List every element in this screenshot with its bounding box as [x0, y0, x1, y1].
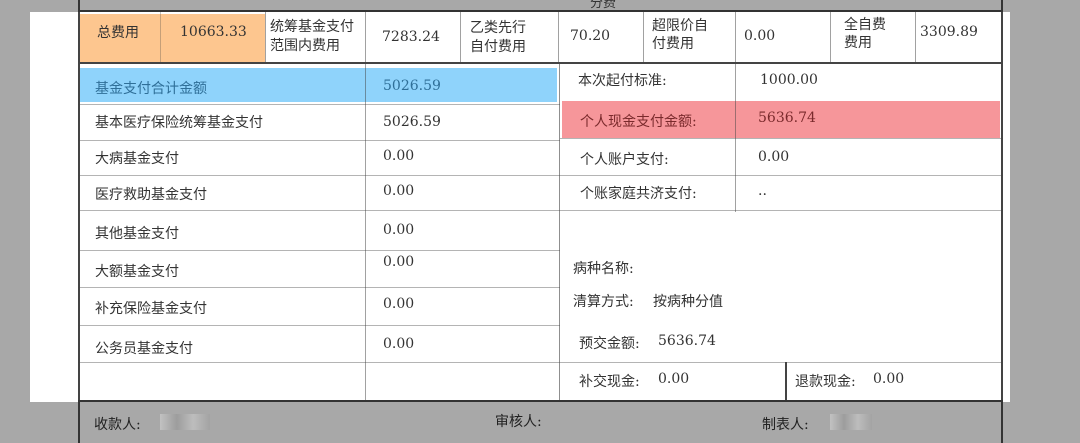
- selfpay-label-2: 费用: [844, 35, 872, 51]
- classb-label-1: 乙类先行: [470, 20, 526, 36]
- large-fund-value: 0.00: [383, 254, 415, 270]
- supplementary-label: 补充保险基金支付: [95, 301, 207, 317]
- preparer-label: 制表人:: [762, 417, 809, 433]
- header-row-partial: 分费: [78, 0, 1003, 12]
- fund-total-value: 5026.59: [383, 78, 441, 94]
- classb-label-2: 自付费用: [470, 39, 526, 55]
- prepaid-label: 预交金额:: [579, 336, 640, 352]
- supplement-label: 补交现金:: [579, 374, 640, 390]
- civil-servant-label: 公务员基金支付: [95, 341, 193, 357]
- fund-total-highlight: [80, 68, 557, 102]
- medical-aid-label: 医疗救助基金支付: [95, 187, 207, 203]
- disease-name-label: 病种名称:: [573, 261, 634, 277]
- other-fund-value: 0.00: [383, 222, 415, 238]
- other-fund-label: 其他基金支付: [95, 226, 179, 242]
- signature-footer: [78, 400, 1003, 443]
- personal-cash-value: 5636.74: [758, 110, 816, 126]
- medical-aid-value: 0.00: [383, 183, 415, 199]
- civil-servant-value: 0.00: [383, 336, 415, 352]
- pooled-label-2: 范围内费用: [270, 38, 340, 54]
- cashier-label: 收款人:: [94, 417, 141, 433]
- selfpay-value: 3309.89: [920, 24, 978, 40]
- personal-account-value: 0.00: [758, 149, 790, 165]
- total-fee-label: 总费用: [97, 25, 139, 41]
- overlimit-label-2: 付费用: [652, 36, 694, 52]
- family-mutual-label: 个账家庭共济支付:: [580, 186, 697, 202]
- family-mutual-value: ..: [758, 183, 767, 199]
- preparer-name-redacted: [830, 414, 872, 430]
- settlement-label: 清算方式:: [573, 294, 634, 310]
- basic-insurance-label: 基本医疗保险统筹基金支付: [95, 115, 263, 131]
- fund-total-label: 基金支付合计金额: [95, 81, 207, 97]
- basic-insurance-value: 5026.59: [383, 114, 441, 130]
- reviewer-label: 审核人:: [495, 414, 542, 430]
- header-partial-text: 分费: [590, 0, 617, 11]
- deductible-value: 1000.00: [760, 72, 818, 88]
- supplement-value: 0.00: [658, 371, 690, 387]
- total-fee-highlight: [80, 14, 265, 62]
- overlimit-value: 0.00: [744, 28, 776, 44]
- personal-account-label: 个人账户支付:: [580, 152, 669, 168]
- prepaid-value: 5636.74: [658, 333, 716, 349]
- serious-illness-value: 0.00: [383, 148, 415, 164]
- overlimit-label-1: 超限价自: [652, 18, 708, 34]
- deductible-label: 本次起付标准:: [578, 73, 667, 89]
- refund-value: 0.00: [873, 371, 905, 387]
- personal-cash-highlight: [562, 101, 1000, 138]
- refund-label: 退款现金:: [795, 374, 856, 390]
- serious-illness-label: 大病基金支付: [95, 151, 179, 167]
- personal-cash-label: 个人现金支付金额:: [580, 114, 697, 130]
- classb-value: 70.20: [570, 28, 611, 44]
- pooled-label-1: 统筹基金支付: [270, 19, 354, 35]
- supplementary-value: 0.00: [383, 296, 415, 312]
- large-fund-label: 大额基金支付: [95, 264, 179, 280]
- pooled-value: 7283.24: [382, 29, 440, 45]
- total-fee-value: 10663.33: [180, 24, 247, 40]
- settlement-value: 按病种分值: [653, 294, 723, 310]
- cashier-name-redacted: [160, 414, 210, 430]
- selfpay-label-1: 全自费: [844, 17, 886, 33]
